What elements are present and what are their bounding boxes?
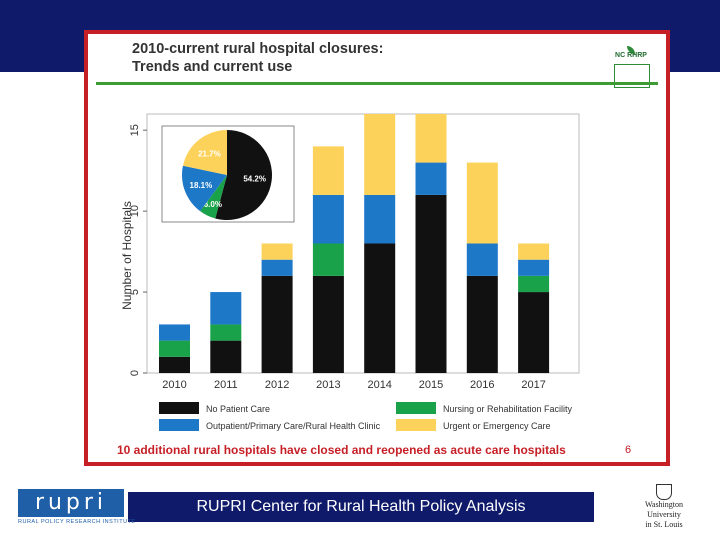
bar-segment	[210, 340, 242, 373]
legend-swatch	[159, 419, 199, 431]
bar-segment	[415, 194, 447, 373]
bar-segment	[261, 243, 293, 260]
bar-segment	[518, 259, 550, 276]
pie-slice	[200, 175, 227, 219]
legend-swatch	[159, 402, 199, 414]
x-tick-label: 2013	[316, 379, 340, 391]
nc-logo-emblem	[614, 64, 650, 88]
stacked-bar-chart: 0 5 10 15 Number of Hospitals 2010 2011 2012 201…	[120, 113, 580, 391]
legend-label: Urgent or Emergency Care	[443, 421, 551, 431]
slide-title-line1: 2010-current rural hospital closures:	[132, 41, 384, 57]
washu-line3: in St. Louis	[645, 520, 683, 529]
pie-label: 6.0%	[204, 200, 222, 209]
bar-segment	[415, 114, 447, 163]
bar-segment	[261, 259, 293, 276]
nc-logo-text: NC RHRP	[615, 52, 647, 59]
rupri-logo-subtitle: RURAL POLICY RESEARCH INSTITUTE	[18, 519, 136, 525]
legend-swatch	[396, 402, 436, 414]
bar-segment	[518, 243, 550, 260]
legend-label: No Patient Care	[206, 404, 270, 414]
y-axis-label: Number of Hospitals	[120, 201, 134, 310]
legend-swatch	[396, 419, 436, 431]
y-tick-label: 10	[129, 205, 141, 217]
slide-content: 2010-current rural hospital closures: Tr…	[88, 34, 666, 462]
slide-title: 2010-current rural hospital closures: Tr…	[132, 40, 383, 76]
footer-banner: RUPRI Center for Rural Health Policy Ana…	[128, 492, 594, 522]
washu-line2: University	[647, 510, 681, 519]
rupri-logo-box: rupri	[18, 489, 124, 517]
bar-segment	[518, 292, 550, 373]
y-tick-label: 5	[129, 289, 141, 295]
y-tick-label: 15	[129, 124, 141, 136]
bar-segment	[159, 356, 190, 373]
plot-frame	[146, 113, 580, 374]
x-tick-label: 2012	[265, 379, 289, 391]
footer-title: RUPRI Center for Rural Health Policy Ana…	[196, 498, 526, 515]
bar-segment	[159, 340, 190, 357]
pie-chart-inset: 54.2% 6.0% 18.1% 21.7%	[161, 125, 295, 223]
pie-slice	[215, 130, 273, 220]
bar-segment	[518, 275, 550, 293]
pie-label: 18.1%	[190, 181, 213, 190]
washu-logo: Washington University in St. Louis	[630, 484, 700, 532]
pie-label: 54.2%	[243, 175, 266, 184]
pie-slice	[182, 130, 227, 175]
pie-label: 21.7%	[198, 149, 221, 158]
nc-rural-health-logo: NC RHRP	[608, 44, 654, 88]
bar-segment	[312, 146, 344, 195]
chart-legend: No Patient Care Nursing or Rehabilitation…	[159, 402, 573, 431]
legend-label: Outpatient/Primary Care/Rural Health Cli…	[206, 421, 381, 431]
bar-segment	[261, 275, 293, 373]
rupri-logo: rupri RURAL POLICY RESEARCH INSTITUTE	[18, 489, 135, 529]
bar-segment	[312, 194, 344, 244]
title-divider	[96, 82, 658, 85]
pie-slice	[182, 165, 227, 212]
bar-segment	[364, 114, 396, 195]
washu-line1: Washington	[644, 500, 684, 509]
x-tick-label: 2016	[470, 379, 494, 391]
x-tick-label: 2014	[367, 379, 391, 391]
slide-title-line2: Trends and current use	[132, 59, 293, 75]
bar-segment	[466, 275, 498, 373]
y-tick-label: 0	[129, 370, 141, 376]
bar-segment	[415, 162, 447, 195]
bar-segment	[364, 243, 396, 373]
bar-segment	[210, 292, 242, 325]
leaf-icon	[627, 46, 635, 54]
bar-segment	[159, 324, 190, 341]
bar-segment	[312, 275, 344, 373]
legend-label: Nursing or Rehabilitation Facility	[443, 404, 573, 414]
x-tick-label: 2015	[419, 379, 443, 391]
slide-footnote: 10 additional rural hospitals have close…	[117, 443, 566, 457]
bar-segment	[312, 243, 344, 276]
page-number: 6	[625, 444, 632, 456]
bar-segment	[466, 162, 498, 244]
x-tick-label: 2011	[214, 379, 238, 391]
bar-segment	[210, 324, 242, 341]
bar-segment	[466, 243, 498, 276]
x-tick-label: 2010	[162, 379, 186, 391]
crest-icon	[656, 484, 672, 500]
bar-segment	[364, 194, 396, 244]
rupri-logo-word: rupri	[34, 490, 108, 515]
x-tick-label: 2017	[521, 379, 545, 391]
